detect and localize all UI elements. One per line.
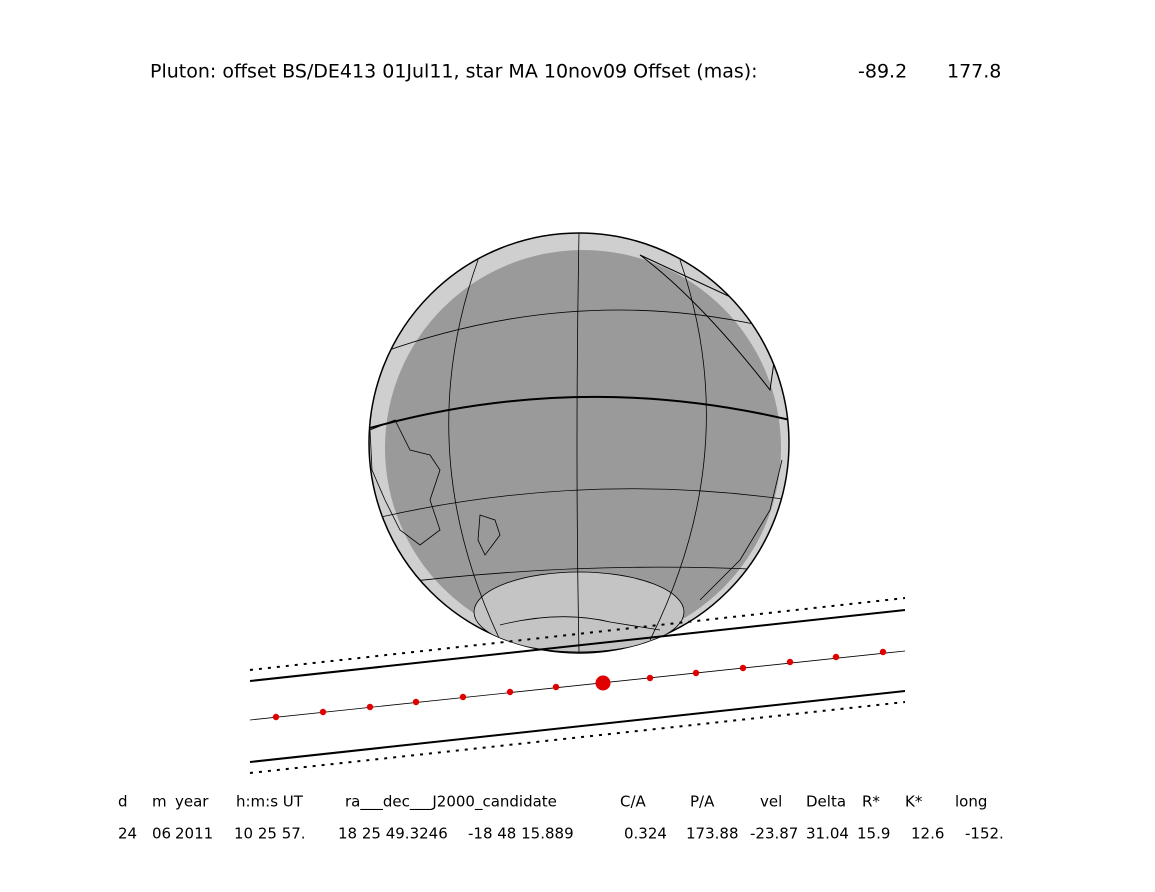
column-header: K* [905,793,923,811]
offset-ra: -89.2 [858,61,907,83]
table-cell: -23.87 [750,825,798,843]
table-cell: 0.324 [624,825,667,843]
table-cell: -152. [965,825,1004,843]
table-cell: 15.9 [857,825,890,843]
column-header: ra___dec___J2000_candidate [345,793,557,812]
column-header: year [175,793,209,811]
shadow-path [249,597,906,774]
table-cell: 18 25 49.3246 [338,825,448,843]
column-header: vel [760,793,782,811]
table-cell: -18 48 15.889 [468,825,574,843]
time-markers [272,648,887,721]
table-cell: 06 [152,825,171,843]
column-header: long [955,793,987,811]
globe [368,232,790,654]
column-header: d [118,793,128,811]
column-header: C/A [620,793,647,811]
table-cell: 10 25 57. [234,825,306,843]
title: Pluton: offset BS/DE413 01Jul11, star MA… [150,61,758,83]
column-header: m [152,793,167,811]
event-table: d m year h:m:s UT ra___dec___J2000_candidate… [118,793,1004,843]
table-cell: 24 [118,825,137,843]
table-cell: 31.04 [806,825,849,843]
column-header: R* [862,793,880,811]
table-cell: 2011 [175,825,213,843]
offset-dec: 177.8 [947,61,1001,83]
table-cell: 12.6 [911,825,944,843]
column-header: Delta [806,793,846,811]
table-cell: 173.88 [686,825,739,843]
column-header: P/A [690,793,715,811]
column-header: h:m:s UT [236,793,304,811]
